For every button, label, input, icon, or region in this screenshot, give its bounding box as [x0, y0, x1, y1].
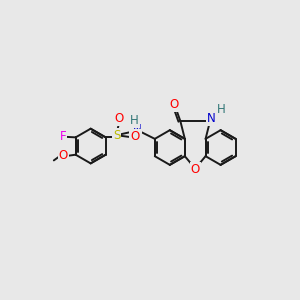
Text: N: N — [133, 123, 141, 136]
Text: O: O — [169, 98, 178, 111]
Text: H: H — [130, 114, 139, 127]
Text: F: F — [59, 130, 66, 143]
Text: O: O — [190, 163, 200, 176]
Text: N: N — [207, 112, 216, 125]
Text: O: O — [115, 112, 124, 125]
Text: H: H — [217, 103, 226, 116]
Text: S: S — [113, 129, 120, 142]
Text: O: O — [130, 130, 140, 143]
Text: O: O — [58, 149, 68, 162]
